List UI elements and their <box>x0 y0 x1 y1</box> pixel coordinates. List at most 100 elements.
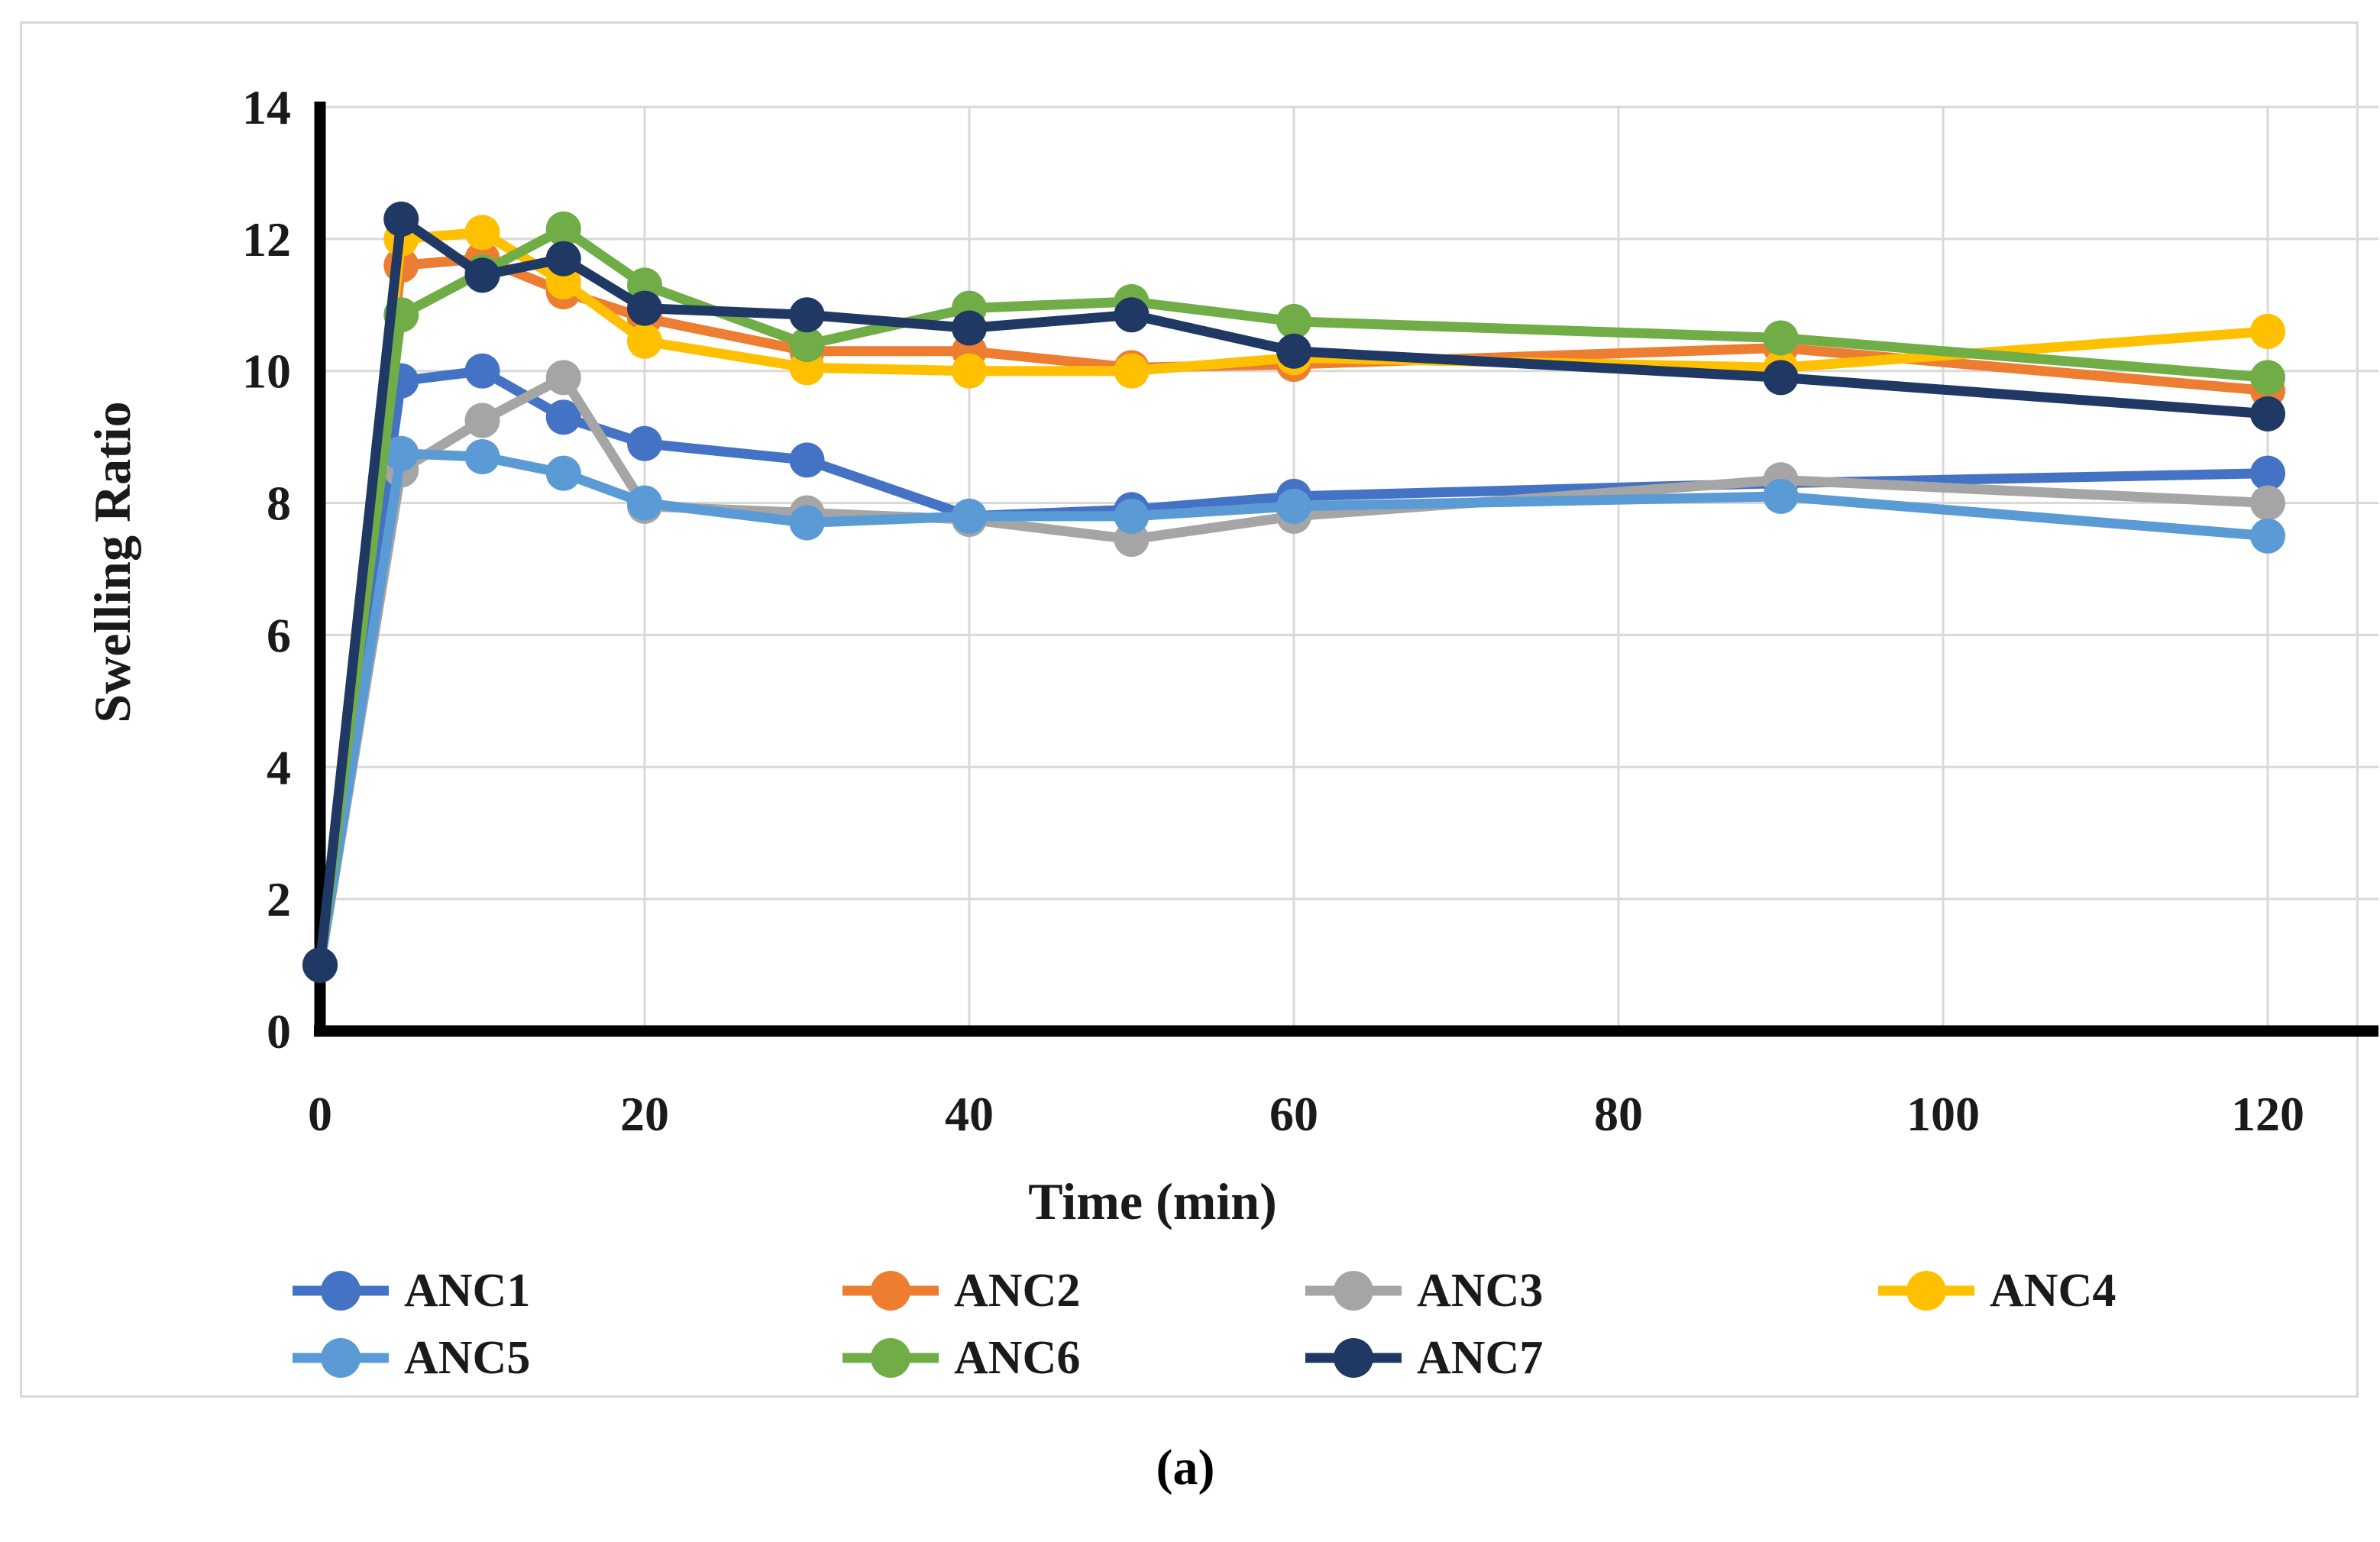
series-anc2-marker <box>627 300 662 336</box>
series-anc6-line <box>315 224 2273 971</box>
series-anc5-marker <box>789 505 825 541</box>
series-anc1-marker <box>383 363 419 399</box>
legend-marker-icon <box>1305 1338 1402 1378</box>
series-anc7-marker <box>1276 333 1311 369</box>
series-anc4-marker <box>1763 350 1799 386</box>
series-anc7-marker <box>952 310 987 346</box>
legend-marker-icon <box>293 1271 389 1311</box>
series-anc3-line <box>315 372 2273 971</box>
legend-item-anc1: ANC1 <box>291 1266 530 1316</box>
series-anc4-marker <box>2250 313 2285 349</box>
series-anc3-marker <box>545 360 581 396</box>
figure-caption: (a) <box>1156 1440 1215 1495</box>
legend-label: ANC4 <box>1990 1265 2116 1317</box>
series-anc6-marker <box>302 947 338 983</box>
x-tick-label: 40 <box>945 1087 994 1141</box>
series-anc4-marker <box>1114 353 1150 389</box>
legend-marker-icon <box>842 1271 939 1311</box>
series-anc1-marker <box>545 399 581 435</box>
series-anc7-line <box>315 214 2273 971</box>
series-anc4-line <box>315 227 2273 971</box>
series-anc5-marker <box>2250 518 2285 554</box>
legend-label: ANC6 <box>954 1332 1081 1384</box>
series-anc2-marker <box>789 333 825 369</box>
series-anc5-marker <box>1114 498 1150 534</box>
series-anc1-marker <box>627 425 662 461</box>
x-tick-label: 80 <box>1594 1087 1643 1141</box>
x-tick-label: 20 <box>620 1087 669 1141</box>
series-anc4-marker <box>789 350 825 386</box>
series-anc3-marker <box>464 402 500 438</box>
y-tick-label: 4 <box>267 740 291 794</box>
series-anc3-marker <box>627 488 662 524</box>
series-anc6-marker <box>952 290 987 326</box>
legend-item-anc2: ANC2 <box>841 1266 1080 1316</box>
series-anc1-marker <box>2250 455 2285 491</box>
series-anc5-marker <box>302 947 338 983</box>
series-anc1-marker <box>1763 465 1799 501</box>
series-anc3-marker <box>2250 485 2285 521</box>
series-anc5-marker <box>627 485 662 521</box>
series-anc6-marker <box>1114 283 1150 319</box>
chart-frame: 0 2 4 6 8 10 12 14 0 20 40 60 80 100 120 Swelling Rati… <box>20 21 2378 1398</box>
y-tick-label: 14 <box>242 80 291 134</box>
series-anc3-marker <box>952 502 987 538</box>
series-anc5-marker <box>952 498 987 534</box>
series-anc2-marker <box>383 247 419 283</box>
legend-item-anc5: ANC5 <box>291 1333 530 1383</box>
legend-label: ANC2 <box>954 1265 1081 1317</box>
series-anc2-marker <box>952 333 987 369</box>
series-anc6-marker <box>1763 320 1799 356</box>
series-anc4-marker <box>627 323 662 359</box>
series-anc3-marker <box>1763 462 1799 498</box>
y-tick-label: 2 <box>267 872 291 926</box>
series-anc6-marker <box>545 211 581 247</box>
series-anc7-marker <box>2250 396 2285 432</box>
series-anc1-marker <box>952 498 987 534</box>
series-anc6-marker <box>1276 303 1311 339</box>
series-anc3-marker <box>1114 522 1150 558</box>
legend-item-anc7: ANC7 <box>1304 1333 1543 1383</box>
series-anc1-marker <box>302 947 338 983</box>
series-anc7-marker <box>1114 297 1150 333</box>
legend-label: ANC1 <box>404 1265 531 1317</box>
x-tick-label: 120 <box>2231 1087 2304 1141</box>
series-anc6-marker <box>383 297 419 333</box>
series-anc2-marker <box>545 273 581 309</box>
series-anc3-marker <box>302 947 338 983</box>
series-anc7-marker <box>545 241 581 276</box>
series-anc7-marker <box>302 947 338 983</box>
x-axis-title: Time (min) <box>1028 1172 1277 1230</box>
series-anc5-marker <box>1276 488 1311 524</box>
series-anc2-marker <box>464 241 500 276</box>
series-anc3-marker <box>383 452 419 488</box>
legend-label: ANC5 <box>404 1332 531 1384</box>
series-anc2-marker <box>302 947 338 983</box>
series-anc1-marker <box>464 353 500 389</box>
series-anc4-marker <box>952 353 987 389</box>
legend-marker-icon <box>1878 1271 1974 1311</box>
series-anc2-marker <box>1763 330 1799 366</box>
x-tick-label: 0 <box>308 1087 332 1141</box>
series-anc4-marker <box>545 264 581 300</box>
legend-marker-icon <box>293 1338 389 1378</box>
y-tick-label: 6 <box>267 608 291 662</box>
series-anc7-marker <box>383 201 419 237</box>
series-anc1-line <box>315 366 2273 971</box>
series-anc5-marker <box>383 435 419 471</box>
series-anc6-marker <box>789 327 825 363</box>
y-axis-title: Swelling Ratio <box>83 401 141 723</box>
series-anc6-marker <box>464 254 500 290</box>
series-anc4-marker <box>1276 340 1311 376</box>
series-anc1-marker <box>1114 492 1150 528</box>
series-anc2-marker <box>2250 373 2285 409</box>
series-anc2-marker <box>1276 347 1311 383</box>
legend-label: ANC7 <box>1417 1332 1544 1384</box>
series-anc1-marker <box>1276 478 1311 514</box>
legend-label: ANC3 <box>1417 1265 1544 1317</box>
series-anc7-marker <box>1763 360 1799 396</box>
series-anc2-line <box>315 254 2273 971</box>
y-tick-label: 0 <box>267 1004 291 1059</box>
series-anc4-marker <box>302 947 338 983</box>
